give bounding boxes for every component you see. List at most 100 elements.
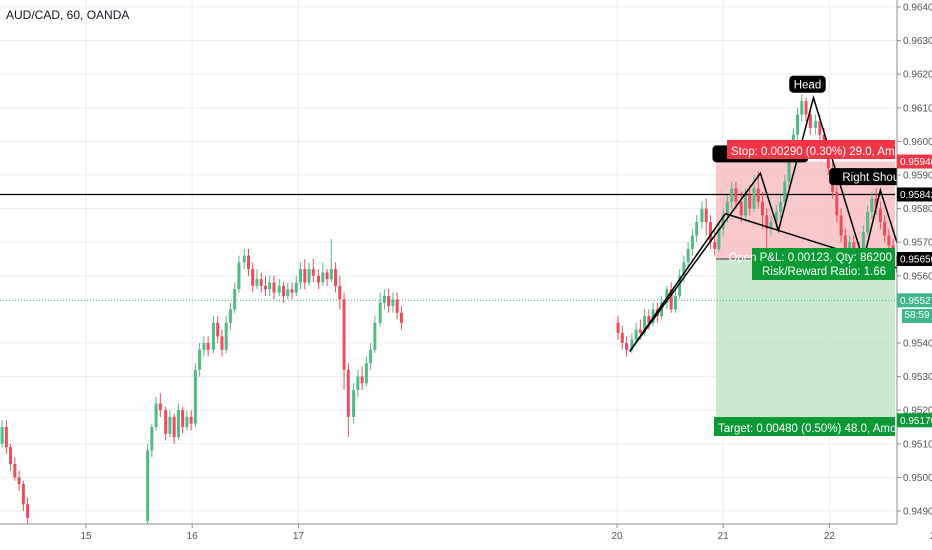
candle xyxy=(744,195,748,216)
candle xyxy=(268,282,272,290)
candle xyxy=(756,188,760,202)
candle xyxy=(625,343,629,350)
candle xyxy=(211,322,215,350)
candle xyxy=(878,208,882,223)
target-label: Target: 0.00480 (0.50%) 48.0, Amount xyxy=(714,417,913,436)
candle xyxy=(660,302,664,317)
candle xyxy=(725,201,729,216)
target-label-bg xyxy=(714,417,895,436)
candle xyxy=(369,349,373,364)
candle xyxy=(164,410,168,434)
candle xyxy=(814,121,818,128)
candle xyxy=(883,222,887,236)
candle xyxy=(13,463,17,478)
x-tick-label: 22 xyxy=(824,531,836,542)
candle xyxy=(616,322,620,333)
candle xyxy=(334,269,338,286)
candle xyxy=(360,376,364,384)
candle xyxy=(796,114,800,135)
candle xyxy=(286,289,290,296)
candle xyxy=(342,299,346,370)
trendline xyxy=(629,213,726,352)
candle xyxy=(303,269,307,283)
candle xyxy=(263,285,267,290)
candle xyxy=(779,201,783,212)
candle xyxy=(158,403,162,411)
candle xyxy=(17,477,21,485)
candle xyxy=(317,275,321,283)
pattern-zigzag xyxy=(629,94,907,352)
candle xyxy=(299,269,303,283)
candle xyxy=(364,363,368,384)
label-head: Head xyxy=(789,75,826,93)
candle xyxy=(228,309,232,323)
candle xyxy=(730,188,734,202)
candle xyxy=(399,312,403,323)
candle xyxy=(835,191,839,216)
candle xyxy=(255,279,259,286)
candle xyxy=(382,295,386,303)
candle xyxy=(682,262,686,276)
candle xyxy=(272,282,276,293)
open-pnl-label: Open P&L: 0.00123, Qty: 86200 Risk/Reward… xyxy=(728,248,895,280)
candle xyxy=(282,285,286,296)
open-pnl-text: Open P&L: 0.00123, Qty: 86200 xyxy=(728,252,892,264)
candle xyxy=(176,410,180,438)
x-tick-label: 23 xyxy=(930,531,932,542)
candle xyxy=(704,208,708,223)
risk-reward-text: Risk/Reward Ratio: 1.66 xyxy=(762,266,886,278)
candle xyxy=(246,255,250,270)
candle xyxy=(800,101,804,115)
candle xyxy=(804,101,808,115)
candle xyxy=(752,188,756,209)
candle xyxy=(669,289,673,310)
price-label: 0.95842 xyxy=(900,190,932,201)
candle xyxy=(870,198,874,212)
x-tick-label: 16 xyxy=(187,531,199,542)
bar-countdown: 58:59 xyxy=(902,309,932,323)
candle xyxy=(321,272,325,283)
candle xyxy=(26,504,30,518)
candle xyxy=(783,181,787,202)
target-label-text: Target: 0.00480 (0.50%) 48.0, Amount xyxy=(718,423,913,435)
candle xyxy=(202,343,206,350)
candle xyxy=(251,269,255,286)
candle xyxy=(678,275,682,296)
candle xyxy=(734,188,738,202)
candle xyxy=(717,228,721,249)
candle xyxy=(665,289,669,303)
candle xyxy=(168,416,172,434)
candle xyxy=(325,272,329,280)
candle xyxy=(690,235,694,249)
candle xyxy=(294,282,298,293)
position-zones xyxy=(716,161,895,421)
candle xyxy=(189,416,193,424)
price-label-bg xyxy=(897,252,932,266)
candle xyxy=(848,242,852,249)
candle xyxy=(760,201,764,216)
candle xyxy=(237,262,241,290)
candle xyxy=(395,299,399,313)
time-axis-bg xyxy=(0,524,932,550)
label-head-bg xyxy=(789,75,826,93)
candle xyxy=(874,198,878,209)
symbol-title: AUD/CAD, 60, OANDA xyxy=(6,8,130,22)
candle xyxy=(774,211,778,223)
candle xyxy=(198,349,202,370)
price-axis-bg xyxy=(897,0,932,550)
candle xyxy=(352,390,356,417)
price-label-bg xyxy=(897,187,932,202)
candle xyxy=(216,322,220,337)
price-label: 0.95170 xyxy=(900,416,932,427)
candle xyxy=(700,208,704,223)
